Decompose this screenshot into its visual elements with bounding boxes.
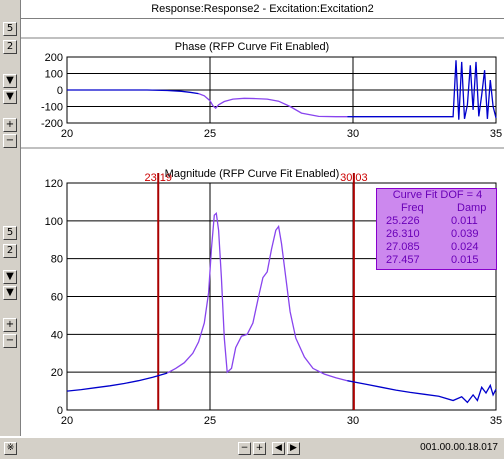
magnitude-x-tick-label: 25: [204, 415, 216, 427]
legend-row: 26.310 0.039: [377, 228, 498, 241]
phase-x-tick-label: 20: [61, 128, 73, 140]
magnitude-series-line: [347, 380, 497, 404]
magnitude-chart-title: Magnitude (RFP Curve Fit Enabled): [164, 168, 340, 180]
left-toolbar: 5 2 ▼ ▼ + − 5 2 ▼ ▼ + −: [0, 0, 21, 436]
legend-damp: 0.039: [451, 228, 479, 240]
legend-col-damp: Damp: [457, 202, 487, 214]
magnitude-cursor-label: 23.19: [144, 172, 172, 184]
phase-scroll-down2-button[interactable]: ▼: [3, 90, 17, 104]
magnitude-cursor-label: 30.03: [340, 172, 368, 184]
magnitude-x-tick-label: 20: [61, 415, 73, 427]
magnitude-series-line: [66, 372, 168, 392]
phase-x-tick-label: 25: [204, 128, 216, 140]
scroll-left-button[interactable]: ◀: [272, 442, 285, 455]
magnitude-y-tick-label: 20: [51, 367, 63, 379]
phase-series-line: [198, 92, 348, 118]
header-title: Response:Response2 - Excitation:Excitati…: [151, 3, 374, 15]
magnitude-y-tick-label: 60: [51, 292, 63, 304]
legend-freq: 26.310: [386, 228, 420, 240]
legend-damp: 0.015: [451, 254, 479, 266]
magnitude-x-tick-label: 30: [347, 415, 359, 427]
curve-fit-legend: Curve Fit DOF = 4 Freq Damp 25.226 0.011…: [376, 188, 497, 270]
legend-row: 27.085 0.024: [377, 241, 498, 254]
scroll-right-button[interactable]: ▶: [287, 442, 300, 455]
mag-scroll-down-button[interactable]: ▼: [3, 270, 17, 284]
legend-col-freq: Freq: [401, 202, 424, 214]
magnitude-series-line: [166, 211, 348, 382]
magnitude-y-tick-label: 120: [45, 178, 63, 190]
legend-damp: 0.011: [451, 215, 478, 227]
phase-zoom-in-button[interactable]: +: [3, 118, 17, 132]
magnitude-y-tick-label: 80: [51, 254, 63, 266]
legend-row: 27.457 0.015: [377, 254, 498, 267]
phase-zoom-out-button[interactable]: −: [3, 134, 17, 148]
mag-zoom-out-button[interactable]: −: [3, 334, 17, 348]
magnitude-plot-frame: [66, 182, 497, 411]
phase-scale-5-button[interactable]: 5: [3, 22, 17, 36]
phase-y-tick-label: 0: [57, 85, 63, 97]
legend-title: Curve Fit DOF = 4: [392, 189, 483, 201]
legend-freq: 25.226: [386, 215, 420, 227]
zoom-in-x-button[interactable]: +: [253, 442, 266, 455]
legend-header-row: Freq Damp: [377, 202, 498, 215]
legend-damp: 0.024: [451, 241, 479, 253]
corner-icon[interactable]: ※: [4, 442, 17, 455]
phase-x-tick-label: 30: [347, 128, 359, 140]
phase-y-tick-label: -100: [41, 102, 63, 114]
mag-scroll-down2-button[interactable]: ▼: [3, 286, 17, 300]
phase-series-line: [347, 60, 497, 120]
magnitude-x-tick-label: 35: [490, 415, 502, 427]
phase-scale-2-button[interactable]: 2: [3, 40, 17, 54]
legend-row: 25.226 0.011: [377, 215, 498, 228]
phase-y-tick-label: -200: [41, 118, 63, 130]
mag-scale-5-button[interactable]: 5: [3, 226, 17, 240]
phase-y-tick-label: 100: [45, 69, 63, 81]
phase-x-tick-label: 35: [490, 128, 502, 140]
status-bar: ※ − + ◀ ▶ 001.00.00.18.017: [0, 437, 504, 459]
magnitude-y-tick-label: 100: [45, 216, 63, 228]
phase-scroll-down-button[interactable]: ▼: [3, 74, 17, 88]
header-bar: Response:Response2 - Excitation:Excitati…: [21, 0, 504, 19]
magnitude-y-tick-label: 0: [57, 405, 63, 417]
legend-freq: 27.457: [386, 254, 420, 266]
status-readout: 001.00.00.18.017: [420, 442, 498, 453]
phase-chart-title: Phase (RFP Curve Fit Enabled): [174, 41, 330, 53]
mag-zoom-in-button[interactable]: +: [3, 318, 17, 332]
magnitude-y-tick-label: 40: [51, 329, 63, 341]
mag-scale-2-button[interactable]: 2: [3, 244, 17, 258]
phase-series-line: [67, 89, 199, 95]
zoom-out-x-button[interactable]: −: [238, 442, 251, 455]
phase-y-tick-label: 200: [45, 52, 63, 64]
legend-freq: 27.085: [386, 241, 420, 253]
